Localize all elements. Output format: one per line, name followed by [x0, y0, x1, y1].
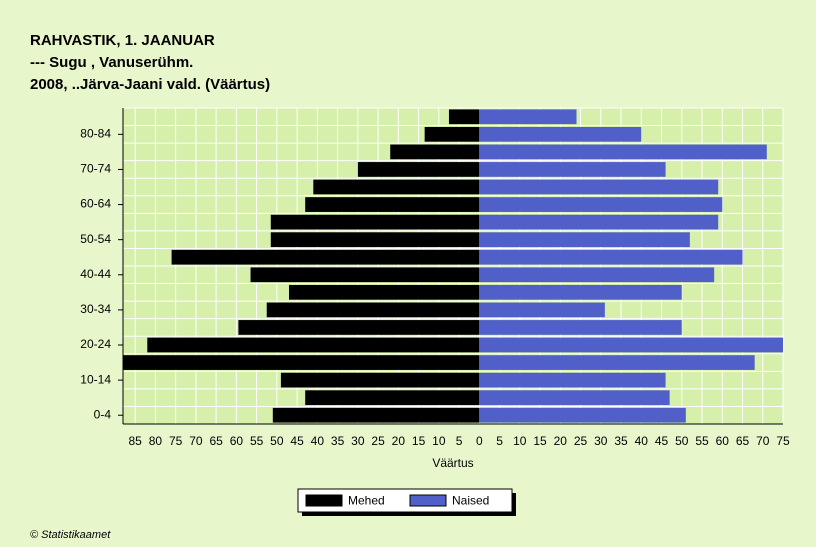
bar [479, 162, 666, 177]
bar [479, 126, 642, 142]
x-tick-label: 15 [533, 434, 547, 448]
bar [424, 126, 480, 142]
x-tick-label: 70 [189, 434, 203, 448]
x-tick-label: 50 [675, 434, 689, 448]
bar [479, 320, 682, 335]
x-tick-label: 10 [432, 434, 446, 448]
bar [479, 214, 719, 230]
x-tick-label: 25 [371, 434, 385, 448]
bar [479, 284, 682, 300]
bar [289, 284, 480, 300]
chart-subtitle: --- Sugu , Vanuserühm. [30, 54, 193, 71]
y-tick-label: 0-4 [94, 407, 112, 421]
x-tick-label: 40 [635, 434, 649, 448]
bar [270, 232, 480, 248]
x-tick-label: 60 [716, 434, 730, 448]
bar [479, 372, 666, 388]
bar [313, 179, 480, 195]
x-tick-label: 75 [169, 434, 183, 448]
x-tick-label: 20 [554, 434, 568, 448]
y-tick-label: 50-54 [80, 232, 111, 246]
x-tick-label: 70 [756, 434, 770, 448]
x-axis-label: Väärtus [432, 456, 473, 470]
bar [280, 372, 480, 388]
y-tick-label: 60-64 [80, 197, 111, 211]
x-tick-label: 20 [392, 434, 406, 448]
bar [479, 144, 767, 160]
x-tick-label: 60 [230, 434, 244, 448]
legend-swatch [409, 494, 447, 507]
bar [270, 214, 480, 230]
x-tick-label: 35 [331, 434, 345, 448]
legend [297, 488, 513, 513]
x-tick-label: 55 [695, 434, 709, 448]
chart-subtitle: 2008, ..Järva-Jaani vald. (Väärtus) [30, 76, 270, 93]
x-tick-label: 85 [128, 434, 142, 448]
bar [479, 249, 743, 265]
bar [272, 407, 480, 423]
footer: © Statistikaamet [30, 529, 111, 541]
bar [479, 337, 783, 353]
x-tick-label: 5 [456, 434, 463, 448]
y-tick-label: 20-24 [80, 337, 111, 351]
bar [479, 267, 715, 283]
x-tick-label: 80 [149, 434, 163, 448]
bar [479, 232, 690, 248]
x-tick-label: 15 [412, 434, 426, 448]
x-tick-label: 65 [209, 434, 223, 448]
x-tick-label: 35 [614, 434, 628, 448]
x-tick-label: 0 [476, 434, 483, 448]
bar [479, 109, 577, 125]
bar [479, 407, 686, 423]
bar [479, 390, 670, 406]
y-tick-label: 10-14 [80, 372, 111, 386]
x-tick-label: 55 [250, 434, 264, 448]
bar [171, 249, 480, 265]
bar [448, 109, 480, 125]
x-tick-label: 25 [574, 434, 588, 448]
bar [123, 355, 480, 370]
x-tick-label: 30 [351, 434, 365, 448]
x-tick-label: 30 [594, 434, 608, 448]
bar [238, 320, 480, 335]
bar [305, 390, 480, 406]
bar [479, 197, 723, 212]
bar [266, 302, 480, 318]
y-tick-label: 70-74 [80, 162, 111, 176]
x-tick-label: 45 [655, 434, 669, 448]
bar [390, 144, 480, 160]
x-tick-label: 50 [270, 434, 284, 448]
legend-label: Naised [452, 494, 489, 508]
x-tick-label: 5 [496, 434, 503, 448]
y-tick-label: 40-44 [80, 267, 111, 281]
x-tick-label: 40 [311, 434, 325, 448]
legend-swatch [305, 494, 343, 507]
chart-title: RAHVASTIK, 1. JAANUAR [30, 32, 215, 49]
y-tick-label: 30-34 [80, 302, 111, 316]
bar [479, 355, 755, 370]
legend-label: Mehed [348, 494, 385, 508]
bar [147, 337, 480, 353]
bar [250, 267, 480, 283]
x-tick-label: 10 [513, 434, 527, 448]
bar [479, 302, 605, 318]
x-tick-label: 65 [736, 434, 750, 448]
y-tick-label: 80-84 [80, 127, 111, 141]
x-tick-label: 75 [776, 434, 790, 448]
x-tick-label: 45 [290, 434, 304, 448]
bar [357, 162, 480, 177]
bar [479, 179, 719, 195]
bar [305, 197, 480, 212]
